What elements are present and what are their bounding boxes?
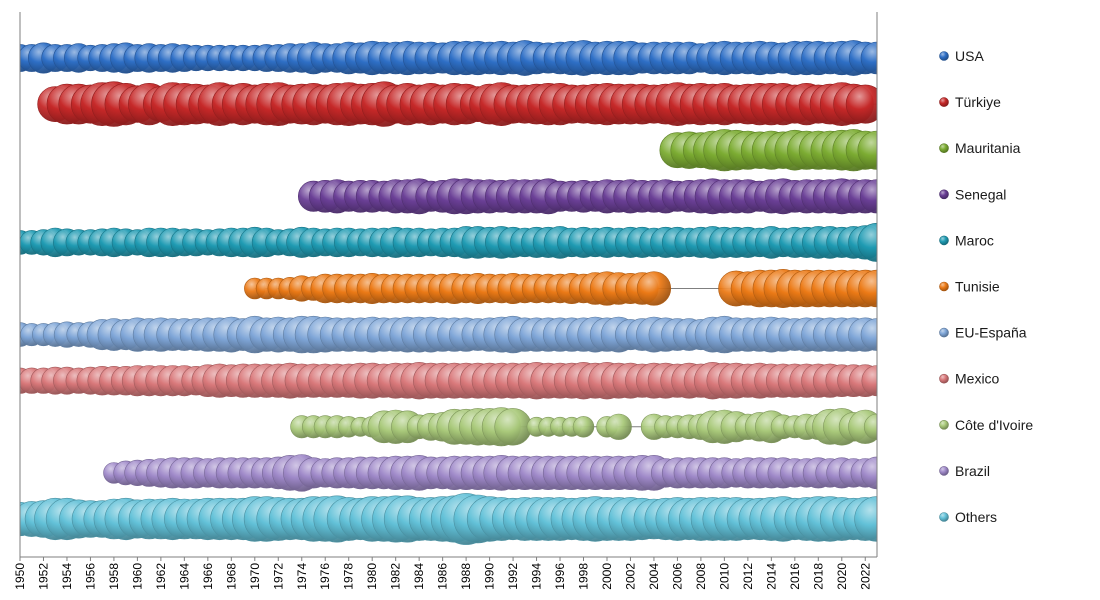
x-tick-label-2018: 2018 xyxy=(811,563,825,590)
bubble-c-te-d-ivoire-1992 xyxy=(494,408,532,446)
series-mexico xyxy=(20,362,877,400)
series-senegal xyxy=(297,178,877,215)
legend-marker-usa xyxy=(939,51,949,61)
x-tick-label-1986: 1986 xyxy=(436,563,450,590)
bubble-c-te-d-ivoire-2023 xyxy=(863,413,877,440)
legend-label-mexico: Mexico xyxy=(955,371,1000,387)
x-tick-label-1990: 1990 xyxy=(483,563,497,590)
legend-label-usa: USA xyxy=(955,48,984,64)
x-tick-label-2022: 2022 xyxy=(858,563,872,590)
legend-item-mexico: Mexico xyxy=(939,371,1000,387)
series-mauritania xyxy=(659,129,877,172)
legend-marker-senegal xyxy=(939,189,949,200)
legend-label-t-rkiye: Türkiye xyxy=(955,94,1001,110)
x-tick-label-1996: 1996 xyxy=(553,563,567,590)
legend-item-c-te-d-ivoire: Côte d'Ivoire xyxy=(939,417,1033,433)
bubble-eu-espa-a-2023 xyxy=(860,318,877,351)
x-tick-label-1970: 1970 xyxy=(248,563,262,590)
series-others xyxy=(20,493,877,545)
legend-item-usa: USA xyxy=(939,48,984,64)
legend-marker-mexico xyxy=(939,373,949,384)
legend-marker-others xyxy=(939,512,949,522)
bubble-usa-2023 xyxy=(860,41,877,75)
x-tick-label-2006: 2006 xyxy=(670,563,684,590)
x-tick-label-1966: 1966 xyxy=(201,563,215,590)
x-axis xyxy=(19,12,878,561)
legend: USA Türkiye Mauritania Senegal Maroc Tunisie E… xyxy=(939,48,1033,525)
x-tick-label-2008: 2008 xyxy=(694,563,708,590)
legend-label-senegal: Senegal xyxy=(955,186,1006,202)
x-tick-label-1998: 1998 xyxy=(577,563,591,590)
x-tick-label-1962: 1962 xyxy=(154,563,168,590)
legend-item-maroc: Maroc xyxy=(939,232,994,248)
legend-label-maroc: Maroc xyxy=(955,232,994,248)
x-tick-label-1992: 1992 xyxy=(506,563,520,590)
legend-marker-c-te-d-ivoire xyxy=(939,419,949,430)
legend-label-c-te-d-ivoire: Côte d'Ivoire xyxy=(955,417,1033,433)
legend-label-tunisie: Tunisie xyxy=(955,279,1000,295)
x-tick-label-2014: 2014 xyxy=(764,563,778,590)
x-tick-label-1980: 1980 xyxy=(365,563,379,590)
bubble-t-rkiye-2022 xyxy=(845,84,877,124)
legend-marker-brazil xyxy=(939,466,949,476)
x-tick-labels: 1950 1952 1954 1956 1958 1960 1962 1964 1966 1968… xyxy=(13,563,872,590)
legend-marker-tunisie xyxy=(939,281,949,292)
x-tick-label-1984: 1984 xyxy=(412,563,426,590)
legend-marker-t-rkiye xyxy=(939,97,949,107)
legend-item-others: Others xyxy=(939,509,997,525)
legend-item-brazil: Brazil xyxy=(939,463,990,479)
legend-item-tunisie: Tunisie xyxy=(939,279,1000,295)
x-tick-label-1994: 1994 xyxy=(530,563,544,590)
bubble-marks xyxy=(20,40,877,545)
x-tick-label-1972: 1972 xyxy=(271,563,285,590)
legend-label-mauritania: Mauritania xyxy=(955,140,1021,156)
bubble-senegal-2023 xyxy=(859,179,877,214)
bubble-brazil-2023 xyxy=(860,456,877,490)
x-tick-label-1952: 1952 xyxy=(36,563,50,590)
legend-marker-maroc xyxy=(939,235,949,246)
x-tick-label-2012: 2012 xyxy=(741,563,755,590)
series-c-te-d-ivoire xyxy=(290,407,877,447)
bubble-c-te-d-ivoire-1998 xyxy=(572,416,595,438)
x-tick-label-2010: 2010 xyxy=(717,563,731,590)
x-tick-label-1982: 1982 xyxy=(389,563,403,590)
x-tick-label-2004: 2004 xyxy=(647,563,661,590)
series-maroc xyxy=(20,222,877,262)
legend-marker-mauritania xyxy=(939,143,949,153)
series-brazil xyxy=(103,454,877,492)
legend-label-eu-espa-a: EU-España xyxy=(955,325,1027,341)
x-tick-label-1958: 1958 xyxy=(107,563,121,590)
x-tick-label-1956: 1956 xyxy=(83,563,97,590)
legend-item-eu-espa-a: EU-España xyxy=(939,325,1027,341)
bubble-tunisie-2004 xyxy=(636,271,672,306)
x-tick-label-1954: 1954 xyxy=(60,563,74,590)
x-tick-label-2000: 2000 xyxy=(600,563,614,590)
x-tick-label-1964: 1964 xyxy=(177,563,191,590)
legend-item-senegal: Senegal xyxy=(939,186,1006,202)
x-tick-label-2016: 2016 xyxy=(788,563,802,590)
x-tick-label-2002: 2002 xyxy=(623,563,637,590)
series-eu-espa-a xyxy=(20,315,877,354)
legend-label-others: Others xyxy=(955,509,997,525)
x-tick-label-1950: 1950 xyxy=(13,563,27,590)
x-tick-label-2020: 2020 xyxy=(835,563,849,590)
legend-marker-eu-espa-a xyxy=(939,327,949,338)
legend-item-t-rkiye: Türkiye xyxy=(939,94,1001,110)
x-tick-label-1976: 1976 xyxy=(318,563,332,590)
series-usa xyxy=(20,40,877,76)
series-t-rkiye xyxy=(37,81,877,127)
x-tick-label-1974: 1974 xyxy=(295,563,309,590)
x-tick-label-1988: 1988 xyxy=(459,563,473,590)
bubble-c-te-d-ivoire-2001 xyxy=(605,413,632,440)
legend-label-brazil: Brazil xyxy=(955,463,990,479)
series-tunisie xyxy=(244,268,877,308)
x-tick-label-1960: 1960 xyxy=(130,563,144,590)
x-tick-label-1978: 1978 xyxy=(342,563,356,590)
legend-item-mauritania: Mauritania xyxy=(939,140,1021,156)
x-tick-label-1968: 1968 xyxy=(224,563,238,590)
